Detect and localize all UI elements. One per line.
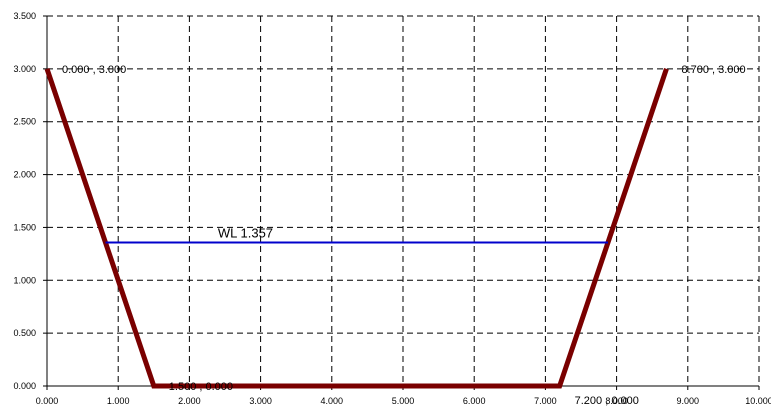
x-tick-label: 10.000	[745, 396, 771, 406]
water-level-label: WL 1.357	[218, 226, 273, 241]
point-label: 1.500 , 0.000	[169, 381, 233, 393]
y-tick-label: 1.000	[13, 275, 36, 285]
x-tick-label: 9.000	[677, 396, 700, 406]
x-tick-label: 7.000	[534, 396, 557, 406]
series	[44, 68, 669, 389]
x-tick-label: 5.000	[392, 396, 415, 406]
point-label: 0.000 , 3.000	[62, 64, 126, 76]
y-tick-label: 2.000	[13, 170, 36, 180]
point-label: 7.200 , 0.000	[575, 395, 639, 407]
x-tick-label: 8.000	[605, 396, 628, 406]
x-tick-label: 4.000	[321, 396, 344, 406]
x-tick-label: 6.000	[463, 396, 486, 406]
y-tick-label: 0.500	[13, 328, 36, 338]
channel-profile-line	[44, 68, 669, 389]
y-tick-label: 2.500	[13, 117, 36, 127]
y-tick-label: 0.000	[13, 381, 36, 391]
x-tick-label: 3.000	[249, 396, 272, 406]
y-tick-label: 1.500	[13, 222, 36, 232]
y-tick-label: 3.000	[13, 64, 36, 74]
x-tick-label: 2.000	[178, 396, 201, 406]
point-label: 8.700 , 3.000	[681, 64, 745, 76]
x-tick-label: 1.000	[107, 396, 130, 406]
y-tick-label: 3.500	[13, 11, 36, 21]
grid	[47, 15, 760, 386]
x-tick-label: 0.000	[36, 396, 59, 406]
